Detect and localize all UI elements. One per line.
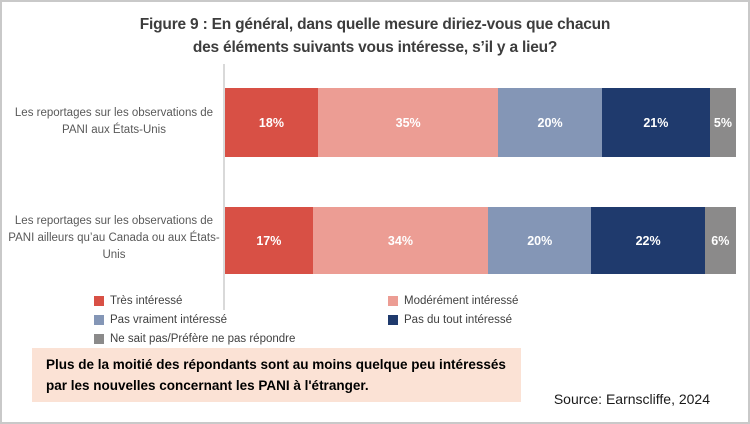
bar-segment-label: 35% [395,115,421,130]
legend-item-ne-sait-pas: Ne sait pas/Préfère ne pas répondre [94,330,388,349]
bar-segment-pas-vraiment: 20% [498,88,602,157]
legend-swatch-icon [94,314,104,325]
bar-segment-label: 34% [387,233,413,248]
legend: Très intéressé Modérément intéressé Pas … [94,291,518,349]
legend-item-moderement: Modérément intéressé [388,291,518,310]
bar-segment-ne-sait-pas: 6% [704,207,736,274]
figure-title-line1: Figure 9 : En général, dans quelle mesur… [139,16,611,33]
bar-segment-pas-du-tout: 21% [601,88,711,157]
figure-title-line2: des éléments suivants vous intéresse, s’… [192,39,558,56]
figure-title: Figure 9 : En général, dans quelle mesur… [2,13,748,59]
bar-segment-tres-interesse: 18% [225,88,318,157]
bar-segment-label: 18% [258,115,284,130]
legend-item-tres-interesse: Très intéressé [94,291,388,310]
legend-item-pas-du-tout: Pas du tout intéressé [388,310,518,329]
legend-label: Pas du tout intéressé [404,313,513,326]
bar-segment-tres-interesse: 17% [225,207,313,274]
bar-segment-moderement: 35% [317,88,499,157]
bar-segment-label: 21% [643,115,669,130]
y-axis-line [223,64,225,310]
stacked-bar-us: 18% 35% 20% 21% 5% [225,88,741,157]
callout-box: Plus de la moitié des répondants sont au… [32,348,521,402]
legend-swatch-icon [94,295,104,306]
source-credit: Source: Earnscliffe, 2024 [553,391,710,407]
bar-segment-label: 6% [711,233,730,248]
legend-label: Pas vraiment intéressé [110,313,227,326]
stacked-bar-abroad: 17% 34% 20% 22% 6% [225,207,741,274]
legend-item-pas-vraiment: Pas vraiment intéressé [94,310,388,329]
bar-segment-label: 20% [537,115,563,130]
category-label-abroad: Les reportages sur les observations de P… [8,215,220,261]
bar-segment-ne-sait-pas: 5% [710,88,736,157]
bar-segment-moderement: 34% [312,207,489,274]
bar-segment-pas-du-tout: 22% [591,207,705,274]
bar-segment-pas-vraiment: 20% [488,207,592,274]
bar-segment-label: 20% [527,233,553,248]
legend-label: Ne sait pas/Préfère ne pas répondre [110,333,296,346]
legend-swatch-icon [388,295,398,306]
legend-label: Modérément intéressé [404,294,519,307]
category-label-us: Les reportages sur les observations de P… [14,107,214,136]
bar-segment-label: 17% [256,233,282,248]
legend-swatch-icon [94,334,104,345]
legend-swatch-icon [388,314,398,325]
bar-segment-label: 5% [713,115,732,130]
legend-label: Très intéressé [110,294,183,307]
bar-segment-label: 22% [635,233,661,248]
